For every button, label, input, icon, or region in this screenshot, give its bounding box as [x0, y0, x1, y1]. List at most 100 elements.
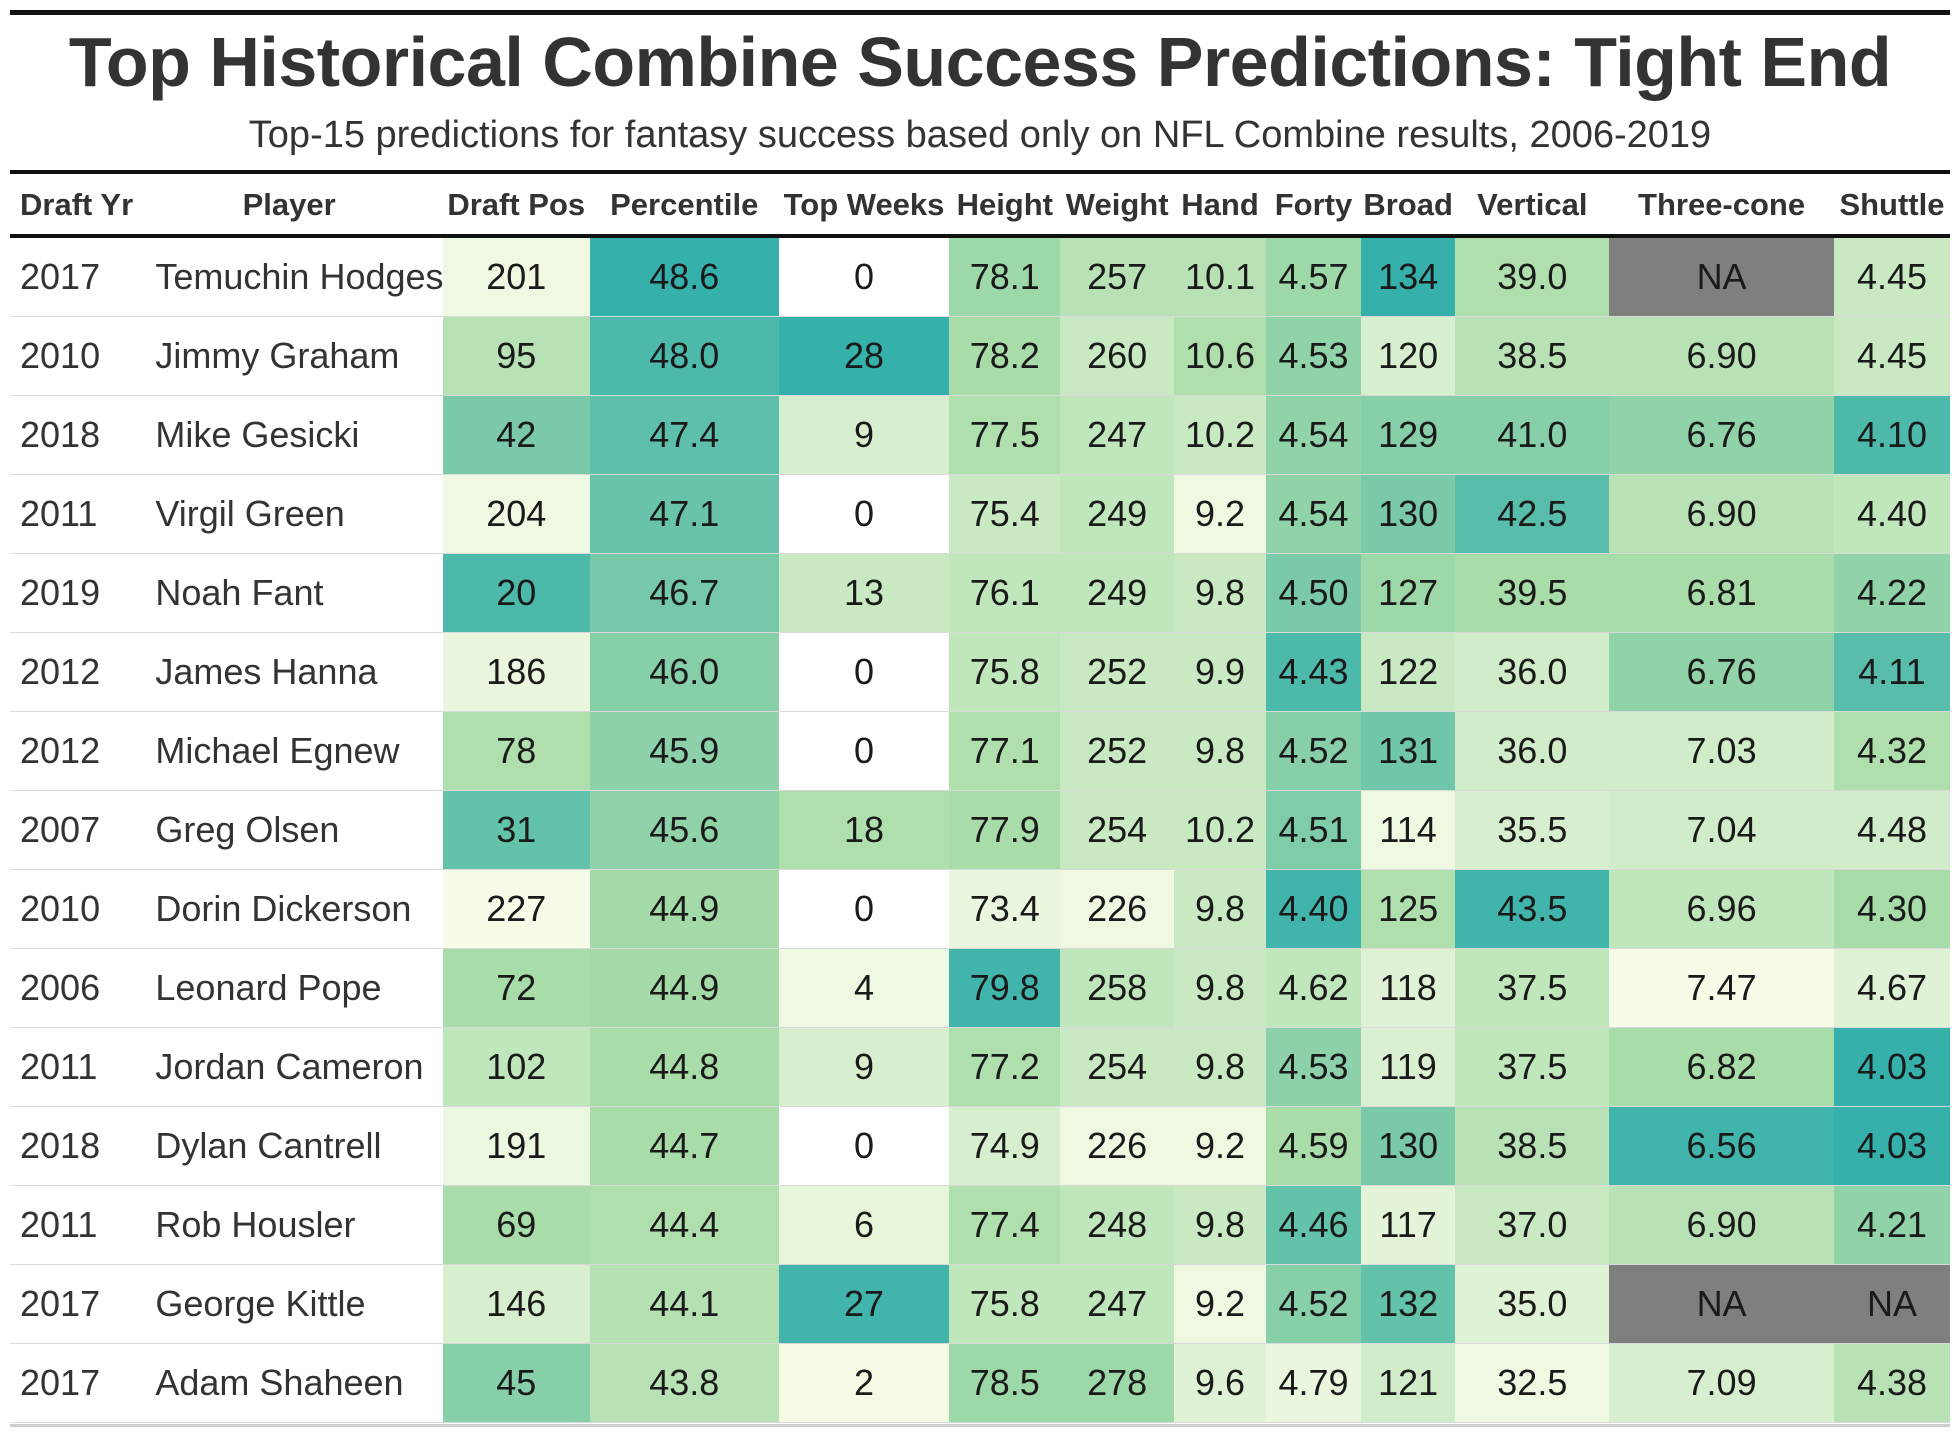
cell-weight: 257 — [1060, 234, 1174, 317]
cell-hand: 9.8 — [1173, 1185, 1267, 1265]
cell-draft-yr: 2012 — [10, 711, 136, 791]
cell-forty: 4.43 — [1266, 632, 1361, 712]
bottom-rule — [10, 1424, 1950, 1427]
cell-top-weeks: 0 — [778, 711, 950, 791]
cell-top-weeks: 9 — [778, 395, 950, 475]
cell-player: Dylan Cantrell — [135, 1106, 443, 1186]
table-row: 2006 Leonard Pope 72 44.9 4 79.8 258 9.8 4.62 118… — [10, 948, 1950, 1028]
cell-vertical: 35.5 — [1455, 790, 1610, 870]
cell-draft-yr: 2018 — [10, 1106, 136, 1186]
cell-three-cone: 6.76 — [1609, 395, 1834, 475]
cell-shuttle: 4.45 — [1833, 234, 1950, 317]
cell-vertical: 41.0 — [1455, 395, 1610, 475]
cell-draft-yr: 2017 — [10, 1264, 136, 1344]
cell-three-cone: 6.90 — [1609, 474, 1834, 554]
cell-draft-pos: 191 — [442, 1106, 590, 1186]
table-row: 2018 Dylan Cantrell 191 44.7 0 74.9 226 9.2 4.59… — [10, 1106, 1950, 1186]
cell-weight: 252 — [1060, 711, 1174, 791]
cell-shuttle: 4.40 — [1833, 474, 1950, 554]
cell-percentile: 47.4 — [589, 395, 779, 475]
cell-weight: 258 — [1060, 948, 1174, 1028]
cell-hand: 9.2 — [1173, 474, 1267, 554]
cell-three-cone: 7.04 — [1609, 790, 1834, 870]
cell-percentile: 47.1 — [589, 474, 779, 554]
cell-hand: 9.2 — [1173, 1106, 1267, 1186]
cell-hand: 9.8 — [1173, 869, 1267, 949]
cell-draft-pos: 42 — [442, 395, 590, 475]
header-row: Draft Yr Player Draft Pos Percentile Top… — [10, 176, 1950, 236]
cell-weight: 226 — [1060, 1106, 1174, 1186]
cell-player: Mike Gesicki — [135, 395, 443, 475]
cell-three-cone: 6.82 — [1609, 1027, 1834, 1107]
col-header-draft-yr: Draft Yr — [20, 187, 134, 222]
cell-weight: 248 — [1060, 1185, 1174, 1265]
cell-player: Noah Fant — [135, 553, 443, 633]
cell-draft-yr: 2012 — [10, 632, 136, 712]
col-header-shuttle: Shuttle — [1839, 187, 1945, 222]
cell-hand: 10.6 — [1173, 316, 1267, 396]
table-row: 2017 Temuchin Hodges 201 48.6 0 78.1 257 10.1 4.… — [10, 234, 1950, 317]
chart-subtitle: Top-15 predictions for fantasy success b… — [248, 114, 1712, 156]
cell-weight: 226 — [1060, 869, 1174, 949]
cell-forty: 4.54 — [1266, 474, 1361, 554]
cell-forty: 4.53 — [1266, 1027, 1361, 1107]
cell-vertical: 38.5 — [1455, 316, 1610, 396]
cell-player: Virgil Green — [135, 474, 443, 554]
cell-broad: 122 — [1360, 632, 1456, 712]
cell-three-cone: 6.96 — [1609, 869, 1834, 949]
table-row: 2010 Jimmy Graham 95 48.0 28 78.2 260 10.6 4.53 1… — [10, 316, 1950, 396]
cell-draft-pos: 20 — [442, 553, 590, 633]
cell-three-cone: 6.76 — [1609, 632, 1834, 712]
cell-vertical: 35.0 — [1455, 1264, 1610, 1344]
cell-weight: 254 — [1060, 1027, 1174, 1107]
cell-player: Michael Egnew — [135, 711, 443, 791]
cell-hand: 9.8 — [1173, 1027, 1267, 1107]
cell-draft-yr: 2011 — [10, 1027, 136, 1107]
cell-three-cone: NA — [1609, 1264, 1834, 1344]
cell-draft-pos: 201 — [442, 234, 590, 317]
cell-player: George Kittle — [135, 1264, 443, 1344]
cell-broad: 114 — [1360, 790, 1456, 870]
cell-draft-pos: 95 — [442, 316, 590, 396]
cell-top-weeks: 27 — [778, 1264, 950, 1344]
table-row: 2011 Rob Housler 69 44.4 6 77.4 248 9.8 4.46 117 3… — [10, 1185, 1950, 1265]
cell-percentile: 44.1 — [589, 1264, 779, 1344]
cell-shuttle: 4.48 — [1833, 790, 1950, 870]
cell-shuttle: 4.67 — [1833, 948, 1950, 1028]
cell-player: Jordan Cameron — [135, 1027, 443, 1107]
cell-broad: 120 — [1360, 316, 1456, 396]
cell-forty: 4.50 — [1266, 553, 1361, 633]
table-row: 2012 Michael Egnew 78 45.9 0 77.1 252 9.8 4.52 13… — [10, 711, 1950, 791]
table-row: 2018 Mike Gesicki 42 47.4 9 77.5 247 10.2 4.54 12… — [10, 395, 1950, 475]
cell-broad: 125 — [1360, 869, 1456, 949]
cell-broad: 127 — [1360, 553, 1456, 633]
cell-height: 78.1 — [949, 234, 1061, 317]
cell-percentile: 45.6 — [589, 790, 779, 870]
cell-three-cone: 6.81 — [1609, 553, 1834, 633]
cell-top-weeks: 2 — [778, 1343, 950, 1423]
cell-top-weeks: 6 — [778, 1185, 950, 1265]
cell-forty: 4.54 — [1266, 395, 1361, 475]
cell-broad: 134 — [1360, 234, 1456, 317]
cell-broad: 118 — [1360, 948, 1456, 1028]
cell-percentile: 43.8 — [589, 1343, 779, 1423]
table-row: 2019 Noah Fant 20 46.7 13 76.1 249 9.8 4.50 127 39… — [10, 553, 1950, 633]
cell-player: Greg Olsen — [135, 790, 443, 870]
cell-vertical: 38.5 — [1455, 1106, 1610, 1186]
cell-weight: 252 — [1060, 632, 1174, 712]
cell-weight: 260 — [1060, 316, 1174, 396]
cell-height: 79.8 — [949, 948, 1061, 1028]
cell-height: 74.9 — [949, 1106, 1061, 1186]
cell-draft-yr: 2017 — [10, 1343, 136, 1423]
cell-player: Leonard Pope — [135, 948, 443, 1028]
cell-height: 77.4 — [949, 1185, 1061, 1265]
cell-weight: 247 — [1060, 395, 1174, 475]
cell-hand: 9.6 — [1173, 1343, 1267, 1423]
cell-hand: 10.1 — [1173, 234, 1267, 317]
cell-hand: 9.8 — [1173, 553, 1267, 633]
cell-draft-pos: 72 — [442, 948, 590, 1028]
col-header-three-cone: Three-cone — [1638, 187, 1806, 222]
cell-shuttle: 4.11 — [1833, 632, 1950, 712]
cell-height: 75.8 — [949, 632, 1061, 712]
cell-forty: 4.79 — [1266, 1343, 1361, 1423]
